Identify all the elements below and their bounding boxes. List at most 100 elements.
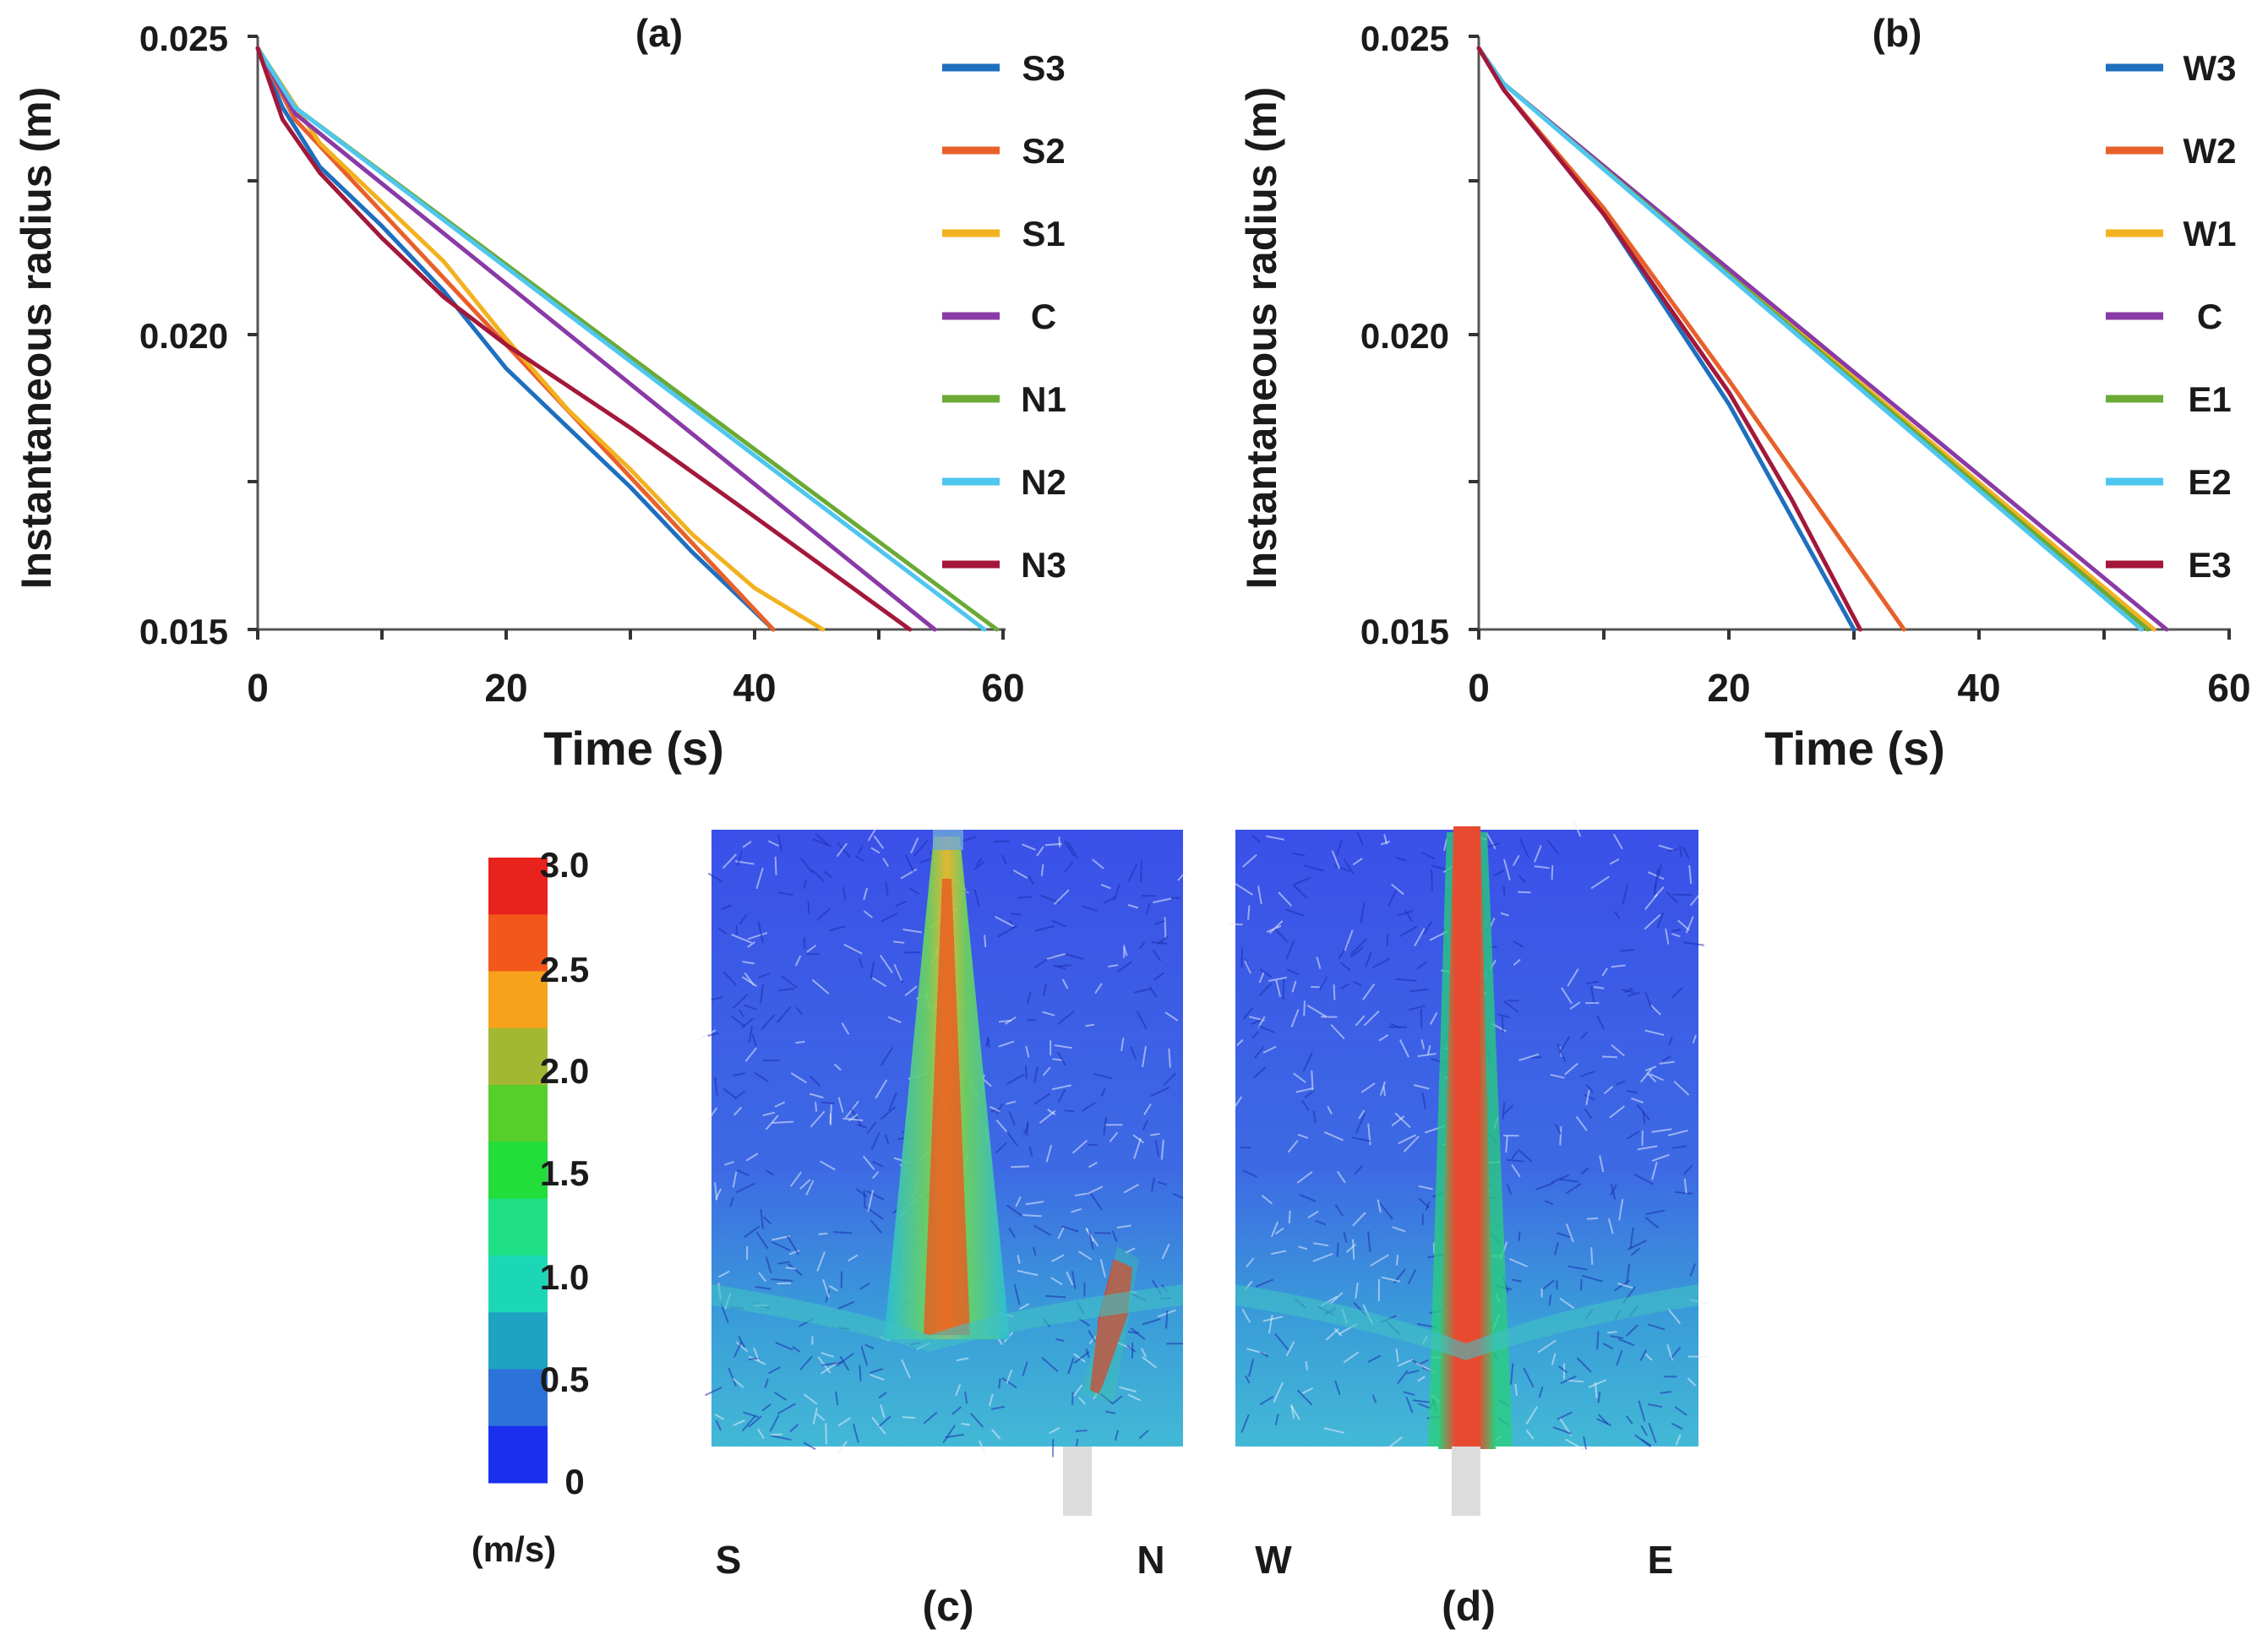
flow-vector bbox=[1305, 1360, 1308, 1370]
flow-vector bbox=[904, 985, 918, 997]
flow-vector bbox=[1251, 835, 1261, 843]
flow-vector bbox=[1626, 1263, 1631, 1285]
flow-vector bbox=[753, 1348, 761, 1362]
flow-vector bbox=[1420, 1008, 1423, 1028]
flow-vector bbox=[1392, 1226, 1406, 1233]
flow-vector bbox=[1625, 1415, 1633, 1425]
panel-a-legend-label-C: C bbox=[1031, 297, 1056, 336]
flow-vector bbox=[1017, 1255, 1021, 1264]
flow-vector bbox=[1061, 1225, 1079, 1233]
panel-b-legend-label-C: C bbox=[2197, 297, 2222, 336]
flow-vector bbox=[816, 907, 831, 921]
flow-vector bbox=[1601, 967, 1609, 977]
panel-b-xlabel: Time (s) bbox=[1764, 722, 1945, 775]
flow-vector bbox=[854, 854, 864, 863]
flow-vector bbox=[1612, 833, 1623, 850]
flow-vector bbox=[786, 1235, 799, 1256]
flow-vector bbox=[1380, 840, 1391, 846]
flow-vector bbox=[1382, 1087, 1386, 1097]
flow-vector bbox=[1418, 1359, 1429, 1365]
flow-vector bbox=[1088, 1329, 1097, 1343]
flow-vector bbox=[738, 1009, 744, 1018]
flow-vector bbox=[1153, 897, 1172, 904]
flow-vector bbox=[1644, 1029, 1665, 1036]
flow-vector bbox=[732, 994, 749, 1010]
flow-vector bbox=[997, 924, 1017, 938]
flow-vector bbox=[1008, 1111, 1017, 1125]
flow-vector bbox=[1518, 891, 1531, 894]
panel-c-outlet-pipe bbox=[1063, 1447, 1092, 1516]
flow-vector bbox=[1637, 1145, 1658, 1151]
flow-vector bbox=[705, 1386, 722, 1397]
flow-vector bbox=[1360, 902, 1366, 924]
flow-vector bbox=[764, 1378, 769, 1388]
flow-vector bbox=[1682, 846, 1691, 859]
flow-vector bbox=[884, 1134, 890, 1145]
flow-vector bbox=[1001, 1377, 1017, 1389]
flow-vector bbox=[1082, 905, 1098, 912]
flow-vector bbox=[1130, 1046, 1137, 1060]
flow-vector bbox=[1542, 1279, 1555, 1290]
flow-vector bbox=[1682, 1164, 1693, 1175]
flow-vector bbox=[1033, 1224, 1051, 1236]
flow-vector bbox=[1331, 850, 1341, 869]
colorbar-cell-7 bbox=[488, 1255, 548, 1313]
flow-vector bbox=[870, 1131, 880, 1151]
flow-vector bbox=[751, 1033, 757, 1047]
flow-vector bbox=[1063, 861, 1074, 874]
flow-vector bbox=[1290, 1009, 1300, 1027]
flow-vector bbox=[1544, 1200, 1554, 1206]
flow-vector bbox=[1639, 1349, 1648, 1361]
flow-vector bbox=[1165, 1310, 1169, 1329]
panel-a-legend-label-N1: N1 bbox=[1021, 379, 1066, 419]
flow-vector bbox=[1240, 1414, 1250, 1433]
flow-vector bbox=[1534, 865, 1550, 869]
flow-vector bbox=[1242, 1169, 1258, 1178]
panel-a-axes bbox=[248, 35, 1006, 640]
flow-vector bbox=[961, 1422, 971, 1426]
flow-vector bbox=[1585, 1089, 1590, 1105]
flow-vector bbox=[1141, 1348, 1148, 1358]
flow-vector bbox=[1006, 1369, 1013, 1384]
colorbar-cell-2 bbox=[488, 971, 548, 1029]
flow-vector bbox=[853, 1423, 859, 1443]
flow-vector bbox=[812, 1407, 818, 1425]
flow-vector bbox=[1395, 978, 1417, 982]
flow-vector bbox=[1607, 1218, 1614, 1234]
flow-vector bbox=[833, 1063, 842, 1071]
flow-vector bbox=[821, 1352, 834, 1358]
flow-vector bbox=[1040, 864, 1044, 876]
flow-vector bbox=[1408, 1005, 1426, 1011]
flow-vector bbox=[1379, 1081, 1386, 1096]
flow-vector bbox=[1518, 875, 1526, 883]
flow-vector bbox=[1053, 889, 1070, 906]
flow-vector bbox=[1654, 885, 1665, 898]
flow-vector bbox=[870, 1219, 883, 1234]
flow-vector bbox=[1668, 1036, 1673, 1046]
flow-vector bbox=[1072, 1384, 1083, 1398]
flow-vector bbox=[870, 961, 875, 979]
flow-vector bbox=[1378, 1034, 1389, 1042]
flow-vector bbox=[1675, 1190, 1693, 1195]
flow-vector bbox=[1397, 1370, 1409, 1385]
panel-a-line-S3 bbox=[255, 46, 776, 632]
flow-vector bbox=[1240, 948, 1243, 968]
flow-vector bbox=[1601, 1055, 1617, 1059]
flow-vector bbox=[1638, 1400, 1646, 1422]
panel-b-series bbox=[1476, 46, 2169, 632]
flow-vector bbox=[775, 1341, 793, 1351]
flow-vector bbox=[1395, 856, 1407, 862]
flow-vector bbox=[964, 1391, 968, 1404]
flow-vector bbox=[1355, 1015, 1366, 1027]
flow-vector bbox=[1077, 1250, 1093, 1261]
flow-vector bbox=[1034, 925, 1055, 932]
panel-b-ylabel: Instantaneous radius (m) bbox=[1238, 87, 1285, 590]
panel-b-legend-label-W3: W3 bbox=[2183, 48, 2237, 88]
flow-vector bbox=[1355, 1113, 1366, 1134]
flow-vector bbox=[843, 943, 863, 955]
flow-vector bbox=[863, 910, 874, 918]
flow-vector bbox=[1567, 1379, 1584, 1383]
flow-vector bbox=[1108, 964, 1119, 967]
flow-vector bbox=[799, 857, 813, 874]
panel-a-legend-label-N3: N3 bbox=[1021, 545, 1066, 585]
